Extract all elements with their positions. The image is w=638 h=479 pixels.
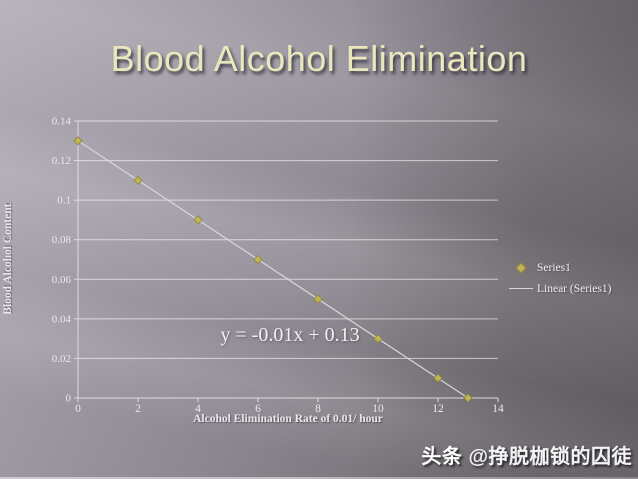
svg-text:0.02: 0.02	[52, 353, 71, 365]
legend: Series1 Linear (Series1)	[509, 257, 611, 299]
watermark-handle: @挣脱枷锁的囚徒	[468, 446, 632, 468]
trendline	[77, 140, 469, 399]
x-tick-labels: 0 2 4 6 8 10 12 14	[75, 403, 504, 415]
trendline-equation: y = -0.01x + 0.13	[220, 324, 360, 346]
watermark: 头条 @挣脱枷锁的囚徒	[421, 440, 632, 469]
data-point	[133, 175, 143, 185]
data-point	[433, 373, 443, 383]
y-axis-title: Blood Alcohol Content	[2, 203, 14, 315]
legend-label-linear: Linear (Series1)	[537, 282, 612, 295]
watermark-brand: 头条	[421, 446, 463, 468]
svg-text:0: 0	[75, 403, 81, 415]
svg-text:8: 8	[315, 403, 321, 415]
svg-text:0.12: 0.12	[52, 155, 71, 167]
slide-edge	[0, 477, 638, 479]
gridlines	[78, 120, 498, 359]
x-axis-title: Alcohol Elimination Rate of 0.01/ hour	[193, 413, 383, 425]
svg-text:4: 4	[195, 403, 201, 415]
series1-diamond-icon	[515, 261, 527, 274]
svg-text:2: 2	[135, 403, 141, 415]
svg-text:0.08: 0.08	[52, 234, 72, 246]
legend-label-series1: Series1	[537, 261, 571, 274]
svg-text:10: 10	[372, 403, 384, 415]
svg-text:0.1: 0.1	[57, 195, 71, 207]
trendline-sample-icon	[509, 288, 533, 289]
tick-marks	[74, 120, 499, 402]
svg-text:0: 0	[66, 393, 72, 405]
svg-text:6: 6	[255, 403, 261, 415]
svg-text:0.06: 0.06	[52, 274, 72, 286]
axes	[77, 121, 498, 399]
data-point	[313, 294, 323, 304]
data-point	[463, 393, 473, 403]
svg-text:0.14: 0.14	[52, 116, 72, 128]
data-point	[73, 136, 83, 146]
svg-text:0.04: 0.04	[52, 313, 72, 325]
svg-text:14: 14	[492, 403, 504, 415]
data-point	[253, 254, 263, 265]
y-tick-labels: 0 0.02 0.04 0.06 0.08 0.1 0.12 0.14	[52, 116, 72, 405]
svg-text:12: 12	[432, 403, 444, 415]
legend-item-linear: Linear (Series1)	[509, 278, 611, 299]
legend-item-series1: Series1	[509, 257, 611, 278]
data-point	[373, 334, 383, 344]
slide-title: Blood Alcohol Elimination	[110, 38, 528, 79]
data-point	[193, 215, 203, 225]
data-points	[73, 136, 473, 403]
